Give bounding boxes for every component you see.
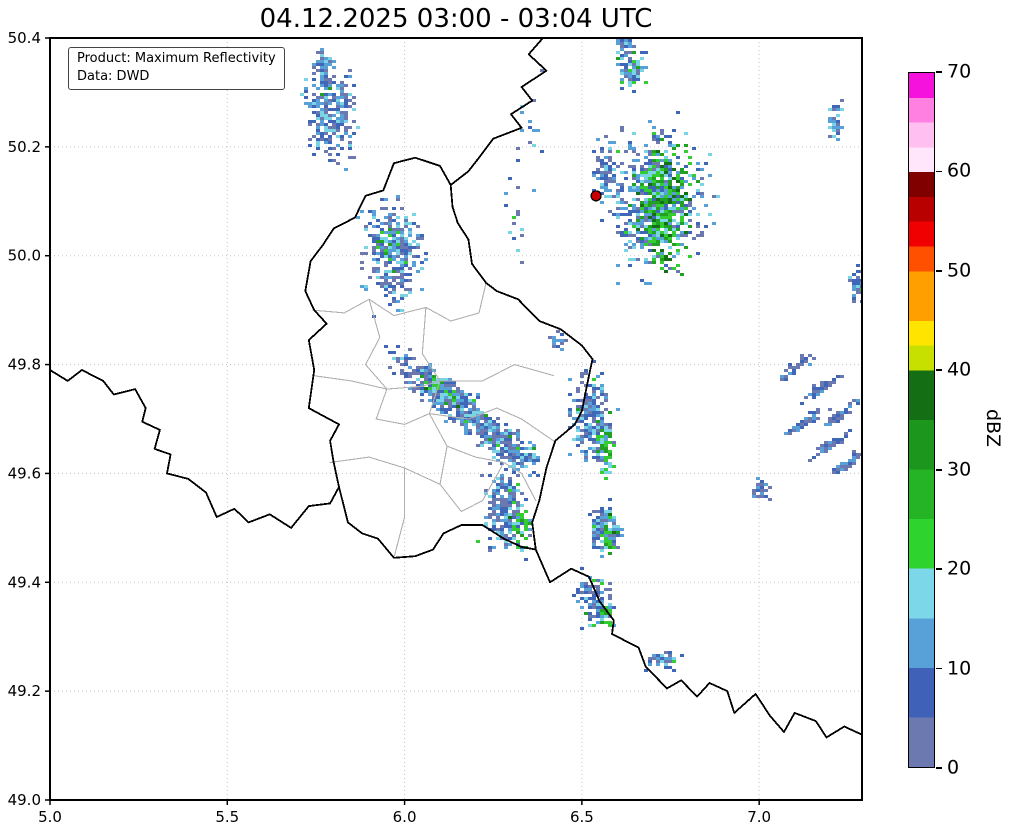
- colorbar-tick-mark: [936, 170, 942, 173]
- y-tick-label: 49.6: [8, 464, 41, 482]
- colorbar-tick-label: 0: [947, 756, 960, 779]
- y-tick-label: 50.2: [8, 138, 41, 156]
- colorbar-tick-mark: [936, 568, 942, 570]
- x-tick-label: 6.0: [393, 808, 417, 826]
- national-border-line: [449, 38, 548, 186]
- product-line: Product: Maximum Reflectivity: [77, 51, 276, 66]
- y-tick-label: 49.8: [8, 356, 41, 374]
- product-info-box: Product: Maximum Reflectivity Data: DWD: [68, 47, 285, 91]
- plot-title: 04.12.2025 03:00 - 03:04 UTC: [259, 4, 653, 34]
- x-tick-label: 7.0: [747, 808, 771, 826]
- national-border-line: [534, 548, 862, 739]
- colorbar-tick-mark: [936, 369, 942, 372]
- colorbar-tick-label: 10: [947, 657, 972, 680]
- y-tick-label: 49.2: [8, 682, 41, 700]
- colorbar-tick-label: 20: [947, 557, 972, 580]
- colorbar-tick-mark: [936, 767, 942, 769]
- y-tick-label: 49.0: [8, 791, 41, 809]
- district-border-line: [393, 467, 406, 559]
- data-source-line: Data: DWD: [77, 69, 150, 85]
- district-border-line: [460, 461, 505, 513]
- colorbar-tick-mark: [936, 468, 942, 471]
- district-border-line: [311, 282, 487, 322]
- x-tick-label: 5.5: [215, 808, 239, 826]
- colorbar-tick-mark: [936, 667, 942, 670]
- district-border-line: [365, 298, 388, 420]
- national-border-line: [50, 369, 340, 529]
- y-tick-label: 50.4: [8, 29, 41, 47]
- district-border-line: [329, 456, 441, 485]
- station-marker-dot: [590, 190, 602, 202]
- plot-frame: [49, 37, 863, 801]
- radar-echo-layer: [50, 38, 862, 739]
- x-tick-label: 5.0: [38, 808, 62, 826]
- colorbar-tick-label: 40: [947, 358, 972, 381]
- district-border-line: [311, 364, 555, 390]
- colorbar-tick-label: 70: [947, 60, 972, 83]
- colorbar-tick-mark: [936, 71, 942, 73]
- y-tick-label: 49.4: [8, 573, 41, 591]
- colorbar-tick-label: 30: [947, 458, 972, 481]
- colorbar-tick-mark: [936, 270, 942, 272]
- y-tick-label: 50.0: [8, 247, 41, 265]
- district-border-line: [375, 407, 555, 442]
- reflectivity-colorbar: [908, 72, 935, 768]
- national-border-line: [304, 156, 594, 559]
- colorbar-tick-label: 60: [947, 159, 972, 182]
- colorbar-unit-label: dBZ: [982, 408, 1004, 448]
- colorbar-tick-label: 50: [947, 259, 972, 282]
- x-tick-label: 6.5: [570, 808, 594, 826]
